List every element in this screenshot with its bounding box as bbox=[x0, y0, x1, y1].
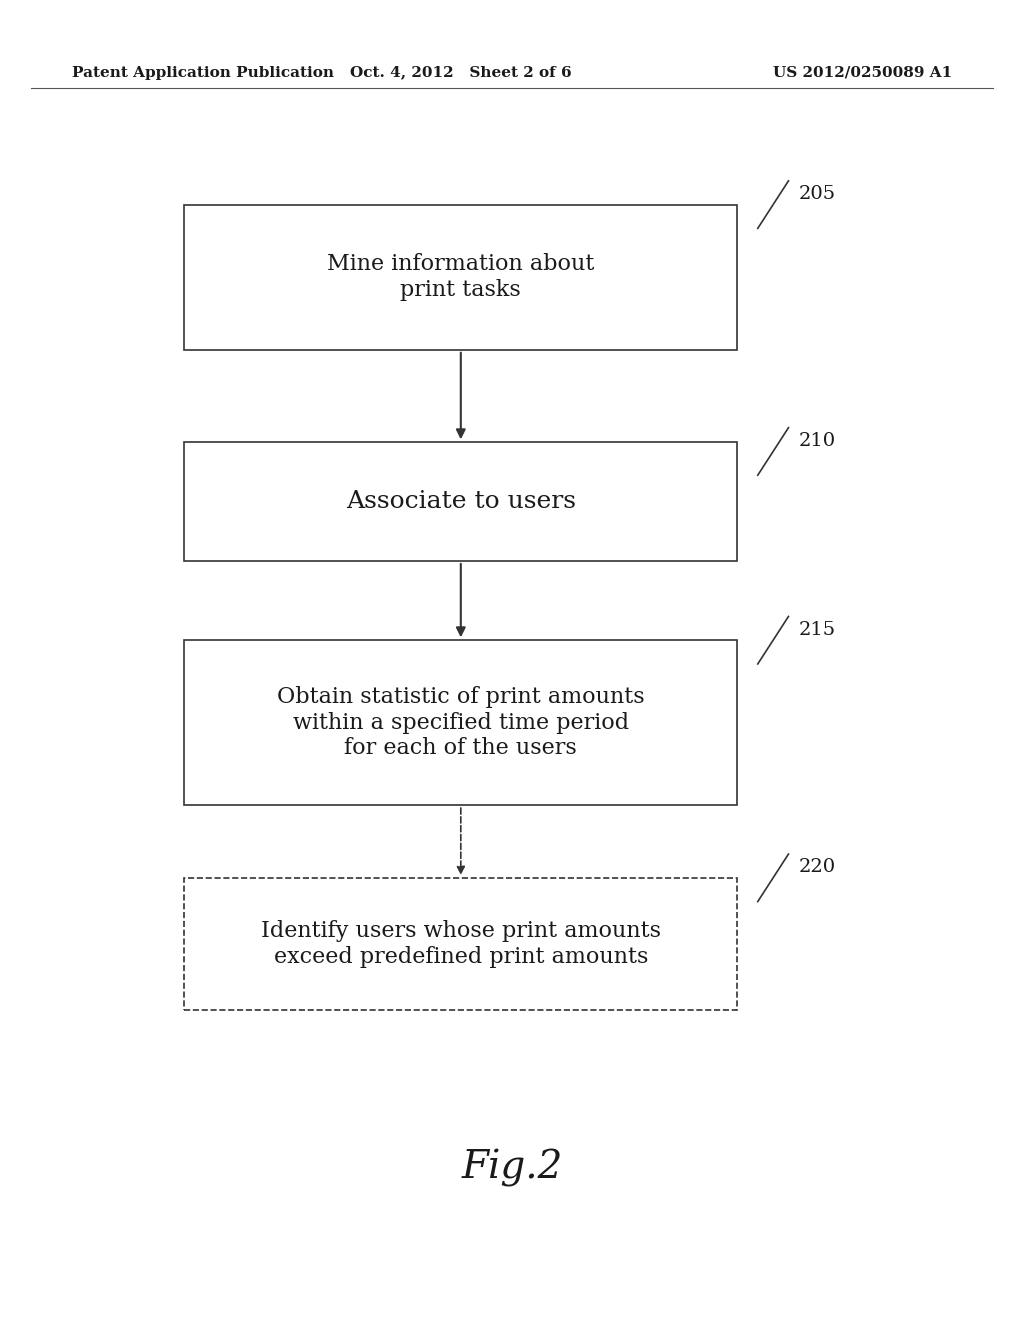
Text: 215: 215 bbox=[799, 620, 836, 639]
Text: 210: 210 bbox=[799, 432, 836, 450]
FancyBboxPatch shape bbox=[184, 878, 737, 1010]
Text: Fig.2: Fig.2 bbox=[462, 1150, 562, 1187]
Text: 220: 220 bbox=[799, 858, 836, 876]
Text: 205: 205 bbox=[799, 185, 836, 203]
Text: Associate to users: Associate to users bbox=[346, 490, 575, 513]
Text: Oct. 4, 2012   Sheet 2 of 6: Oct. 4, 2012 Sheet 2 of 6 bbox=[350, 66, 571, 79]
Text: Obtain statistic of print amounts
within a specified time period
for each of the: Obtain statistic of print amounts within… bbox=[276, 686, 645, 759]
Text: Mine information about
print tasks: Mine information about print tasks bbox=[327, 253, 595, 301]
Text: US 2012/0250089 A1: US 2012/0250089 A1 bbox=[773, 66, 952, 79]
FancyBboxPatch shape bbox=[184, 640, 737, 805]
FancyBboxPatch shape bbox=[184, 442, 737, 561]
Text: Patent Application Publication: Patent Application Publication bbox=[72, 66, 334, 79]
FancyBboxPatch shape bbox=[184, 205, 737, 350]
Text: Identify users whose print amounts
exceed predefined print amounts: Identify users whose print amounts excee… bbox=[261, 920, 660, 968]
